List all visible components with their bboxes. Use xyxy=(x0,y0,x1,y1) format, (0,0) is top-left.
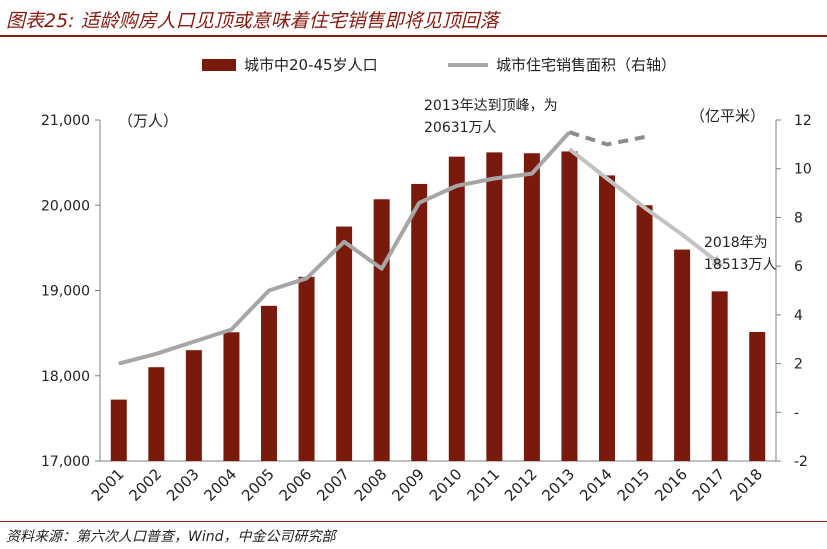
annotation-peak-line2: 20631万人 xyxy=(424,120,497,136)
chart-title: 图表25: 适龄购房人口见顶或意味着住宅销售即将见顶回落 xyxy=(6,10,499,32)
footer-rule xyxy=(0,521,827,522)
legend-bar-label: 城市中20-45岁人口 xyxy=(244,56,378,74)
x-tick-label: 2009 xyxy=(388,465,428,505)
x-tick-label: 2002 xyxy=(125,465,165,505)
line-sales-area-trend xyxy=(568,147,721,266)
x-tick-label: 2013 xyxy=(539,465,579,505)
line-series xyxy=(118,130,724,366)
x-tick-label: 2007 xyxy=(313,465,353,505)
y-left-unit-label: （万人） xyxy=(118,112,178,130)
x-tick-label: 2004 xyxy=(201,465,241,505)
y-left-tick-label: 19,000 xyxy=(41,284,90,300)
trend-arrowhead xyxy=(711,254,724,267)
bar-2018 xyxy=(749,332,766,461)
x-tick-label: 2016 xyxy=(651,465,691,505)
y-left-tick-label: 18,000 xyxy=(41,369,90,385)
bar-2008 xyxy=(373,199,390,461)
x-tick-label: 2018 xyxy=(726,465,766,505)
annotation-2018-line1: 2018年为 xyxy=(704,235,768,251)
bar-2011 xyxy=(486,152,503,461)
x-tick-label: 2011 xyxy=(463,465,503,505)
annotation-peak-line1: 2013年达到顶峰，为 xyxy=(424,98,558,114)
bar-2017 xyxy=(711,291,728,461)
bar-2003 xyxy=(185,350,202,461)
bar-2009 xyxy=(411,183,428,461)
bar-2016 xyxy=(674,249,691,461)
line-sales-area-dashed xyxy=(568,130,645,147)
y-right-tick-label: 2 xyxy=(794,357,803,373)
x-tick-label: 2001 xyxy=(88,465,128,505)
y-right-tick-label: 12 xyxy=(794,113,812,129)
x-tick-label: 2010 xyxy=(426,465,466,505)
bar-series xyxy=(110,151,766,461)
bar-2010 xyxy=(448,156,465,461)
x-tick-label: 2015 xyxy=(614,465,654,505)
annotation-2018-line2: 18513万人 xyxy=(704,257,777,273)
y-right-tick-label: 10 xyxy=(794,162,812,178)
x-axis-labels: 2001200220032004200520062007200820092010… xyxy=(88,465,766,505)
legend-bar-swatch xyxy=(202,59,236,71)
bar-2014 xyxy=(599,175,615,461)
bar-2002 xyxy=(148,367,165,461)
y-right-tick-label: 6 xyxy=(794,259,803,275)
y-left-tick-label: 21,000 xyxy=(41,113,90,129)
bar-2015 xyxy=(636,205,653,461)
bar-2012 xyxy=(523,153,540,461)
source-note: 资料来源：第六次人口普查，Wind，中金公司研究部 xyxy=(6,529,336,545)
y-left-tick-label: 17,000 xyxy=(41,454,90,470)
legend: 城市中20-45岁人口 城市住宅销售面积（右轴） xyxy=(202,56,676,74)
y-right-tick-label: 8 xyxy=(794,210,803,226)
bar-2005 xyxy=(261,305,277,461)
y-left-tick-label: 20,000 xyxy=(41,198,90,214)
bar-2013 xyxy=(561,151,578,461)
x-tick-label: 2014 xyxy=(576,465,616,505)
title-rule xyxy=(0,35,827,37)
x-tick-label: 2005 xyxy=(238,465,278,505)
bar-2004 xyxy=(223,332,240,461)
x-tick-label: 2006 xyxy=(276,465,316,505)
y-right-tick-label: 4 xyxy=(794,308,803,324)
x-tick-label: 2012 xyxy=(501,465,541,505)
bar-2006 xyxy=(298,276,315,461)
legend-line-label: 城市住宅销售面积（右轴） xyxy=(496,56,676,74)
chart-figure: 城市中20-45岁人口 城市住宅销售面积（右轴） （万人） （亿平米） 17,0… xyxy=(41,56,812,505)
bar-2001 xyxy=(110,399,127,461)
annotation-2018: 2018年为 18513万人 xyxy=(704,235,777,273)
y-right-tick-label: -2 xyxy=(794,454,808,470)
bar-2007 xyxy=(336,226,353,461)
line-sales-area xyxy=(118,130,571,366)
annotation-peak: 2013年达到顶峰，为 20631万人 xyxy=(424,98,558,136)
y-right-tick-label: - xyxy=(794,405,799,421)
y-left-ticks: 17,000 18,000 19,000 20,000 21,000 xyxy=(41,113,100,470)
title-bar: 图表25: 适龄购房人口见顶或意味着住宅销售即将见顶回落 xyxy=(0,0,827,38)
x-tick-label: 2017 xyxy=(689,465,729,505)
y-right-unit-label: （亿平米） xyxy=(690,107,765,125)
x-tick-label: 2003 xyxy=(163,465,203,505)
x-tick-label: 2008 xyxy=(351,465,391,505)
